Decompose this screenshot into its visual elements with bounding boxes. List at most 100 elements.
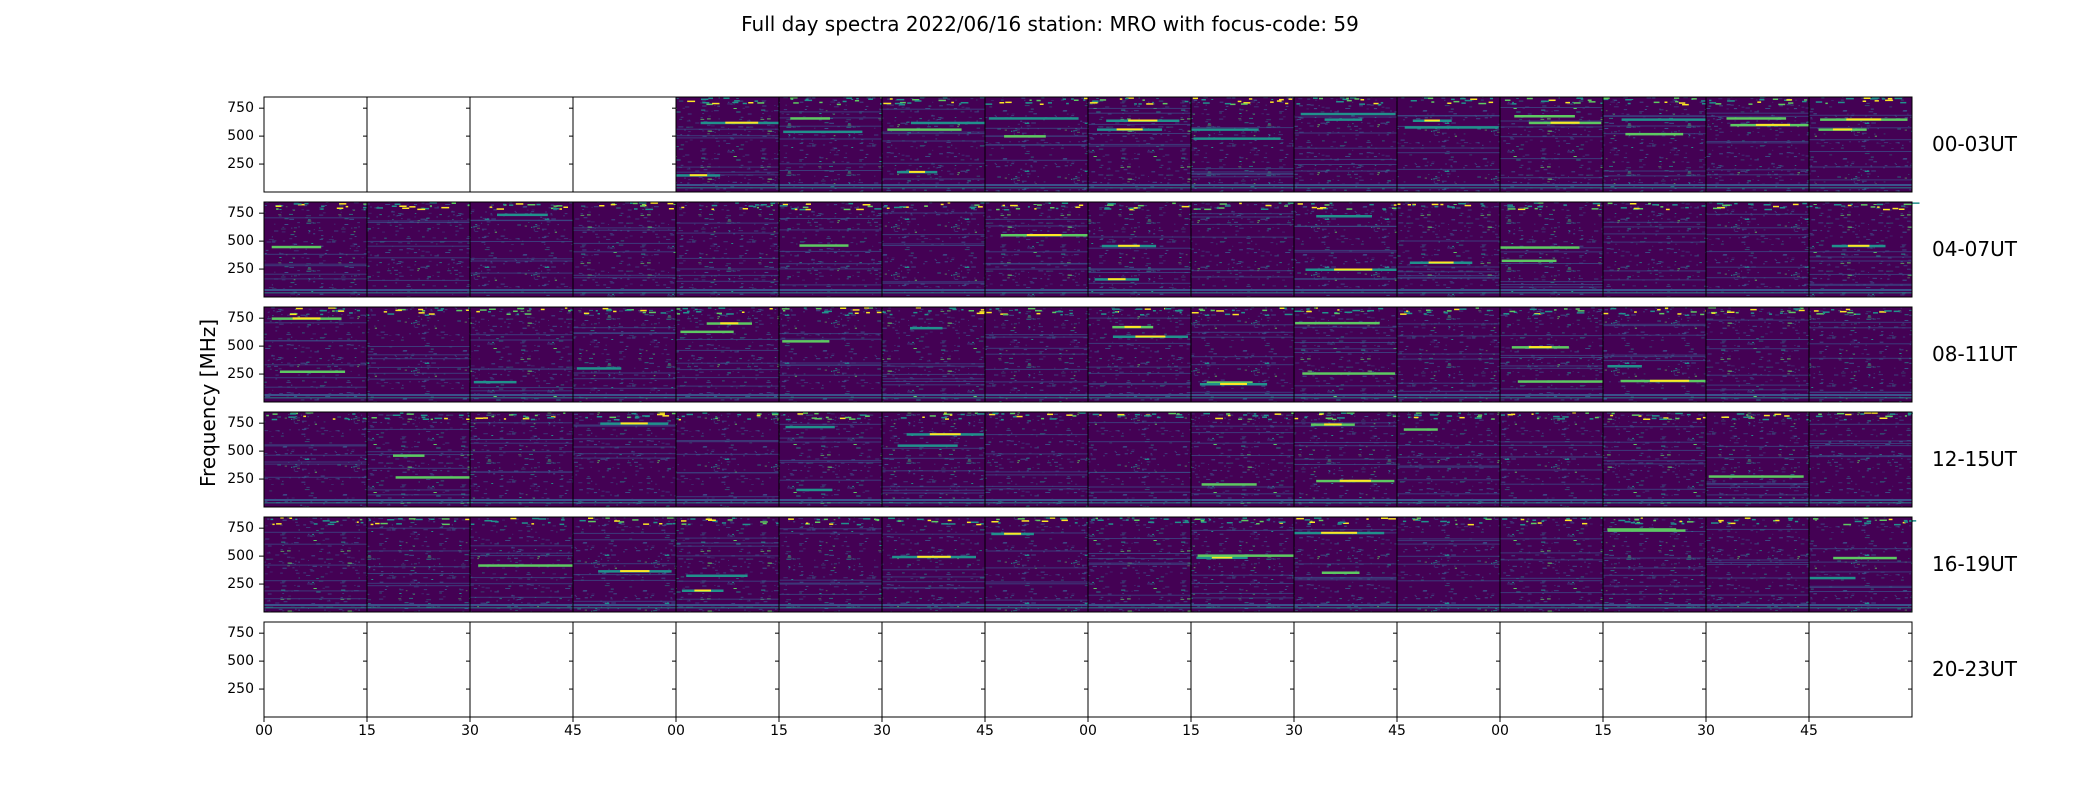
spectrum-panel bbox=[470, 202, 573, 297]
spectrum-panel bbox=[1397, 307, 1500, 402]
spectrum-panel bbox=[676, 412, 784, 507]
spectrum-panel bbox=[1294, 517, 1397, 612]
spectrum-panel bbox=[1603, 412, 1709, 507]
spectrum-panel bbox=[1191, 307, 1298, 402]
spectrum-panel bbox=[1397, 517, 1500, 612]
panel-frame bbox=[1808, 516, 1913, 613]
y-tick-label: 250 bbox=[227, 576, 254, 593]
axes-frames bbox=[259, 96, 1913, 722]
panel-frame bbox=[778, 621, 883, 718]
row-label: 00-03UT bbox=[1932, 131, 2017, 156]
spectrum-panel bbox=[1603, 202, 1708, 297]
spectrum-panel bbox=[779, 412, 882, 507]
spectrum-panel bbox=[1500, 412, 1603, 507]
spectrum-panel bbox=[1191, 97, 1294, 192]
y-tick-label: 750 bbox=[227, 415, 254, 432]
panel-frame bbox=[1293, 621, 1398, 718]
row-label: 08-11UT bbox=[1932, 341, 2017, 366]
spectrum-panel bbox=[1706, 307, 1809, 402]
spectrum-panel bbox=[1397, 412, 1500, 507]
spectrum-panel bbox=[264, 517, 367, 612]
spectrum-panel bbox=[1088, 517, 1191, 612]
spectrum-panel bbox=[573, 307, 676, 402]
panel-frame bbox=[572, 621, 677, 718]
spectrum-panel bbox=[264, 202, 371, 297]
panel-frame bbox=[263, 621, 368, 718]
spectrum-panel bbox=[1706, 517, 1809, 612]
spectra-panels bbox=[264, 97, 1920, 612]
y-tick-label: 500 bbox=[227, 233, 254, 250]
spectrum-panel bbox=[1191, 517, 1294, 612]
panel-frame bbox=[572, 96, 677, 193]
y-tick-label: 500 bbox=[227, 653, 254, 670]
panel-frame bbox=[469, 621, 574, 718]
y-tick-label: 250 bbox=[227, 471, 254, 488]
x-tick-label: 45 bbox=[1388, 723, 1406, 739]
panel-frame bbox=[1808, 96, 1913, 193]
row-label: 16-19UT bbox=[1932, 551, 2017, 576]
spectrum-panel bbox=[882, 517, 985, 612]
row-label: 12-15UT bbox=[1932, 446, 2017, 471]
spectrum-panel bbox=[985, 517, 1095, 612]
y-tick-label: 750 bbox=[227, 625, 254, 642]
spectrum-panel bbox=[1706, 202, 1812, 297]
spectrum-panel bbox=[676, 517, 782, 612]
spectrum-panel bbox=[1397, 97, 1500, 192]
spectrum-panel bbox=[470, 307, 575, 402]
panel-frame bbox=[366, 96, 471, 193]
y-tick-label: 750 bbox=[227, 100, 254, 117]
spectrum-panel bbox=[367, 307, 475, 402]
spectrum-panel bbox=[1088, 202, 1196, 297]
panel-frame bbox=[263, 96, 368, 193]
spectrum-panel bbox=[1809, 412, 1913, 507]
spectrum-panel bbox=[1088, 412, 1199, 507]
spectrum-panel bbox=[264, 412, 373, 507]
spectrum-panel bbox=[1603, 517, 1706, 612]
spectrum-panel bbox=[779, 97, 887, 192]
spectrum-panel bbox=[367, 517, 470, 612]
spectrum-panel bbox=[1809, 202, 1920, 297]
spectrum-panel bbox=[470, 517, 573, 612]
x-tick-label: 00 bbox=[255, 723, 273, 739]
spectrum-panel bbox=[1603, 97, 1707, 192]
spectrum-panel bbox=[1500, 202, 1603, 297]
spectrum-panel bbox=[1088, 307, 1198, 402]
panel-frame bbox=[1808, 411, 1913, 508]
row-label: 20-23UT bbox=[1932, 656, 2017, 681]
spectrum-panel bbox=[676, 97, 785, 192]
y-tick-label: 250 bbox=[227, 156, 254, 173]
spectrum-panel bbox=[1294, 97, 1397, 192]
spectrum-panel bbox=[985, 202, 1088, 297]
x-tick-label: 45 bbox=[564, 723, 582, 739]
x-tick-label: 30 bbox=[1697, 723, 1715, 739]
y-tick-label: 750 bbox=[227, 310, 254, 327]
spectrum-panel bbox=[1294, 307, 1397, 402]
panel-frame bbox=[984, 621, 1089, 718]
spectrum-panel bbox=[264, 307, 367, 402]
y-tick-label: 250 bbox=[227, 261, 254, 278]
panel-frame bbox=[1808, 306, 1913, 403]
spectrum-panel bbox=[1809, 97, 1912, 192]
spectrum-panel bbox=[1500, 307, 1603, 402]
spectrum-panel bbox=[1191, 412, 1298, 507]
panel-frame bbox=[1190, 621, 1295, 718]
spectrum-panel bbox=[1603, 307, 1711, 402]
x-tick-label: 30 bbox=[461, 723, 479, 739]
panel-frame bbox=[1808, 201, 1913, 298]
panel-frame bbox=[1602, 621, 1707, 718]
panel-frame bbox=[675, 621, 780, 718]
spectrum-panel bbox=[676, 202, 782, 297]
spectrum-panel bbox=[779, 517, 882, 612]
panel-frame bbox=[1087, 621, 1192, 718]
spectrum-panel bbox=[573, 412, 677, 507]
panel-frame bbox=[881, 621, 986, 718]
spectrum-panel bbox=[676, 307, 779, 402]
panel-frame bbox=[366, 621, 471, 718]
panel-frame bbox=[1499, 621, 1604, 718]
spectrum-panel bbox=[573, 202, 676, 297]
spectrum-panel bbox=[882, 97, 985, 192]
panel-frame bbox=[1808, 621, 1913, 718]
spectrum-panel bbox=[1706, 97, 1809, 192]
spectrum-panel bbox=[882, 412, 985, 507]
